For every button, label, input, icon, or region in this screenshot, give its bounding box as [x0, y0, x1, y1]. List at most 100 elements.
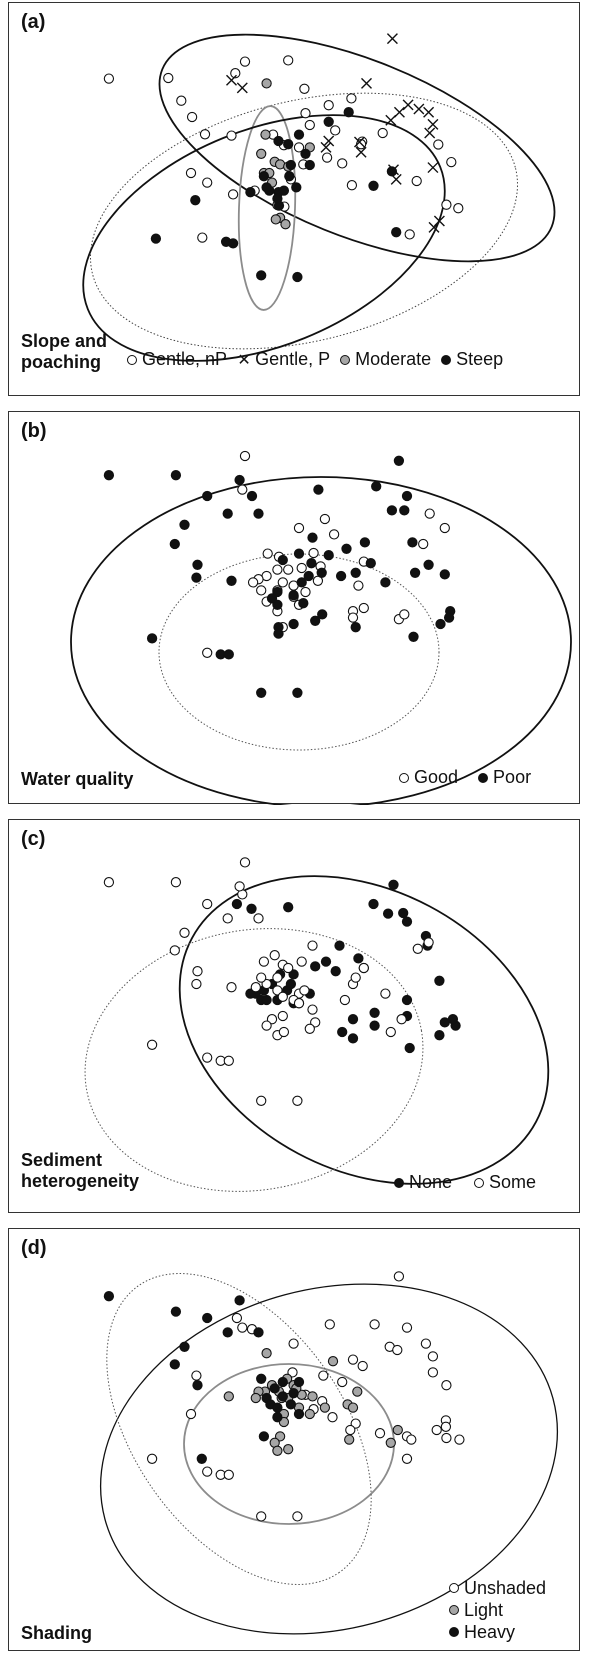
point-steep-9	[256, 270, 267, 281]
panel-d: (d) Shading Unshaded Light Heavy	[8, 1228, 580, 1651]
point-unshaded-29	[185, 1408, 197, 1420]
legend-item-heavy: Heavy	[449, 1621, 546, 1643]
point-steep-1	[343, 107, 354, 118]
point-gentle-np-19	[411, 175, 422, 187]
point-some-38	[307, 1004, 318, 1015]
legend-label: Gentle, P	[255, 349, 331, 369]
point-none-41	[347, 1014, 359, 1025]
point-poor-47	[435, 618, 446, 630]
point-none-15	[330, 966, 341, 977]
ellipse-some	[84, 928, 424, 1192]
point-gentle-p-2	[236, 82, 248, 94]
point-poor-4	[222, 508, 233, 519]
point-unshaded-26	[454, 1434, 465, 1445]
point-good-0	[239, 450, 251, 462]
point-none-38	[447, 1014, 459, 1025]
point-moderate-0	[261, 78, 272, 89]
panel-title-a: Slope and poaching	[21, 331, 108, 372]
point-poor-12	[386, 505, 398, 516]
point-none-0	[388, 879, 399, 890]
point-gentle-np-9	[226, 130, 237, 141]
point-poor-41	[288, 618, 299, 630]
panel-label-a: (a)	[21, 11, 46, 33]
point-poor-42	[310, 615, 321, 626]
point-gentle-np-22	[197, 232, 208, 243]
point-gentle-np-8	[199, 129, 211, 140]
point-poor-0	[103, 470, 115, 481]
point-poor-26	[409, 567, 421, 578]
legend-label: Unshaded	[464, 1578, 547, 1598]
point-steep-17	[284, 171, 295, 182]
point-heavy-13	[293, 1376, 305, 1388]
point-poor-14	[169, 538, 180, 550]
point-gentle-p-1	[226, 74, 237, 86]
point-poor-7	[313, 484, 324, 495]
point-some-26	[250, 982, 261, 993]
ellipse-moderate	[237, 105, 297, 311]
point-poor-19	[323, 550, 334, 561]
point-steep-18	[291, 182, 302, 193]
point-gentle-np-7	[176, 95, 187, 106]
point-unshaded-19	[327, 1412, 338, 1423]
point-heavy-17	[293, 1408, 305, 1420]
point-gentle-np-37	[202, 177, 213, 188]
point-poor-28	[350, 567, 361, 578]
open-circle-icon	[474, 1177, 485, 1188]
point-none-1	[231, 898, 243, 910]
point-good-28	[358, 602, 369, 614]
point-unshaded-30	[146, 1453, 158, 1464]
point-heavy-11	[277, 1376, 288, 1388]
point-none-23	[261, 994, 272, 1006]
point-good-11	[272, 564, 283, 575]
point-none-29	[401, 994, 413, 1006]
legend-item-steep: Steep	[441, 349, 503, 370]
point-good-19	[300, 586, 311, 598]
point-none-4	[368, 898, 379, 910]
point-good-4	[262, 548, 273, 559]
point-poor-24	[423, 559, 434, 570]
point-some-51	[269, 950, 280, 961]
point-good-27	[424, 508, 435, 519]
ellipse-light	[183, 1363, 395, 1525]
point-some-19	[307, 940, 318, 951]
point-gentle-np-24	[227, 189, 239, 200]
point-gentle-p-6	[393, 106, 405, 118]
point-gentle-np-1	[163, 72, 174, 84]
point-gentle-p-17	[428, 221, 440, 233]
legend-item-moderate: Moderate	[340, 349, 431, 370]
point-some-45	[380, 988, 391, 999]
panel-title-d: Shading	[21, 1623, 92, 1643]
point-steep-2	[368, 180, 379, 191]
point-steep-20	[273, 135, 284, 147]
point-some-10	[192, 966, 203, 977]
legend-item-none: None	[394, 1172, 452, 1193]
point-light-15	[223, 1391, 234, 1402]
point-unshaded-9	[392, 1344, 403, 1356]
point-gentle-np-4	[283, 55, 294, 66]
point-unshaded-25	[441, 1432, 452, 1444]
point-heavy-6	[169, 1359, 180, 1370]
point-gentle-np-18	[346, 180, 358, 191]
point-poor-16	[191, 572, 202, 583]
point-steep-5	[190, 195, 201, 206]
point-heavy-1	[170, 1306, 182, 1317]
grey-circle-icon	[340, 354, 351, 365]
point-gentle-p-13	[355, 146, 367, 158]
point-poor-48	[146, 633, 158, 644]
point-none-42	[285, 978, 297, 990]
point-unshaded-5	[324, 1319, 335, 1330]
point-gentle-np-2	[239, 56, 251, 67]
point-gentle-p-0	[386, 33, 398, 45]
point-some-48	[423, 937, 434, 948]
point-good-15	[256, 585, 267, 596]
legend-b: Good Poor	[399, 767, 531, 788]
legend-item-gentle-p: ✕ Gentle, P	[237, 349, 330, 370]
point-light-20	[272, 1445, 283, 1456]
point-steep-15	[300, 148, 311, 159]
point-unshaded-31	[202, 1466, 213, 1477]
point-poor-46	[408, 631, 419, 642]
point-poor-20	[341, 543, 352, 554]
point-unshaded-24	[431, 1424, 442, 1436]
point-steep-22	[261, 182, 272, 193]
point-moderate-10	[280, 219, 291, 230]
